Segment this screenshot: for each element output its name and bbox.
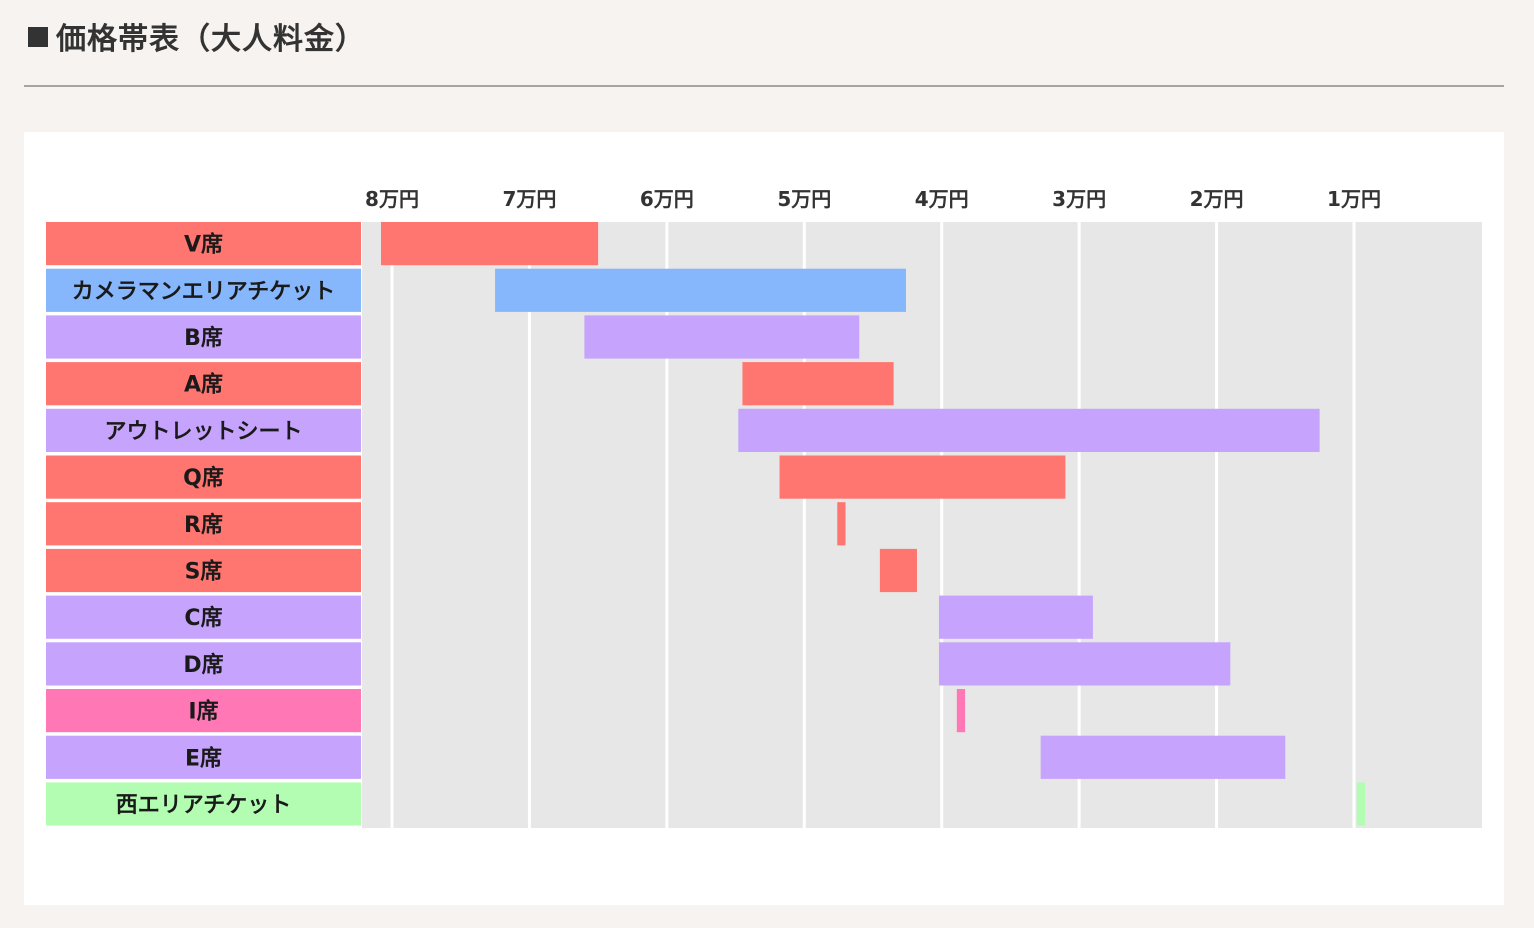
price-range-bar (837, 502, 846, 546)
price-range-bar (779, 455, 1066, 499)
category-label-box (46, 222, 361, 266)
price-range-bar (956, 689, 966, 733)
category-label: B席 (184, 325, 223, 351)
category-label: アウトレットシート (104, 419, 302, 444)
category-label: S席 (185, 559, 223, 585)
category-label-box (46, 595, 361, 639)
category-label-box (46, 362, 361, 406)
category-label: C席 (184, 605, 222, 631)
price-range-bar (742, 362, 894, 406)
x-tick-label: 4万円 (915, 187, 969, 211)
x-tick-label: 6万円 (640, 187, 694, 211)
category-label: V席 (184, 232, 223, 258)
category-label: Q席 (183, 465, 224, 491)
category-label: カメラマンエリアチケット (72, 279, 336, 304)
x-tick-label: 3万円 (1052, 187, 1106, 211)
price-range-bar (495, 268, 906, 312)
page-title: 価格帯表（大人料金） (28, 14, 366, 58)
category-label: I席 (188, 699, 218, 725)
title-divider (24, 85, 1504, 87)
category-label-box (46, 315, 361, 359)
x-tick-label: 5万円 (777, 187, 831, 211)
category-label: 西エリアチケット (116, 793, 292, 818)
x-tick-label: 7万円 (502, 187, 556, 211)
price-range-bar (584, 315, 860, 359)
price-range-bar (381, 222, 599, 266)
category-label: D席 (183, 652, 223, 678)
price-range-bar (938, 642, 1231, 686)
price-range-bar (879, 548, 917, 593)
price-range-bar (738, 408, 1320, 452)
category-label-box (46, 689, 361, 733)
category-label-box (46, 548, 361, 593)
plot-background (362, 222, 1482, 828)
category-label-box (46, 735, 361, 779)
category-label-box (46, 782, 361, 826)
category-label: A席 (184, 372, 223, 398)
category-label: E席 (185, 745, 222, 771)
x-tick-label: 8万円 (365, 187, 419, 211)
category-label-box (46, 268, 361, 312)
category-label-box (46, 502, 361, 546)
category-label-box (46, 642, 361, 686)
x-tick-label: 2万円 (1190, 187, 1244, 211)
category-label-box (46, 408, 361, 452)
category-label: R席 (184, 512, 223, 538)
price-range-bar (1356, 782, 1365, 826)
x-tick-label: 1万円 (1327, 187, 1381, 211)
chart-card: 8万円 7万円 6万円 5万円 4万円 3万円 2万円 1万円 V席カメラマンエリアチケット B… (24, 132, 1504, 905)
page-title-text: 価格帯表（大人料金） (56, 22, 366, 57)
price-range-bar (1040, 735, 1286, 779)
category-label-box (46, 455, 361, 499)
price-range-bar (938, 595, 1093, 639)
square-bullet-icon (28, 27, 48, 47)
